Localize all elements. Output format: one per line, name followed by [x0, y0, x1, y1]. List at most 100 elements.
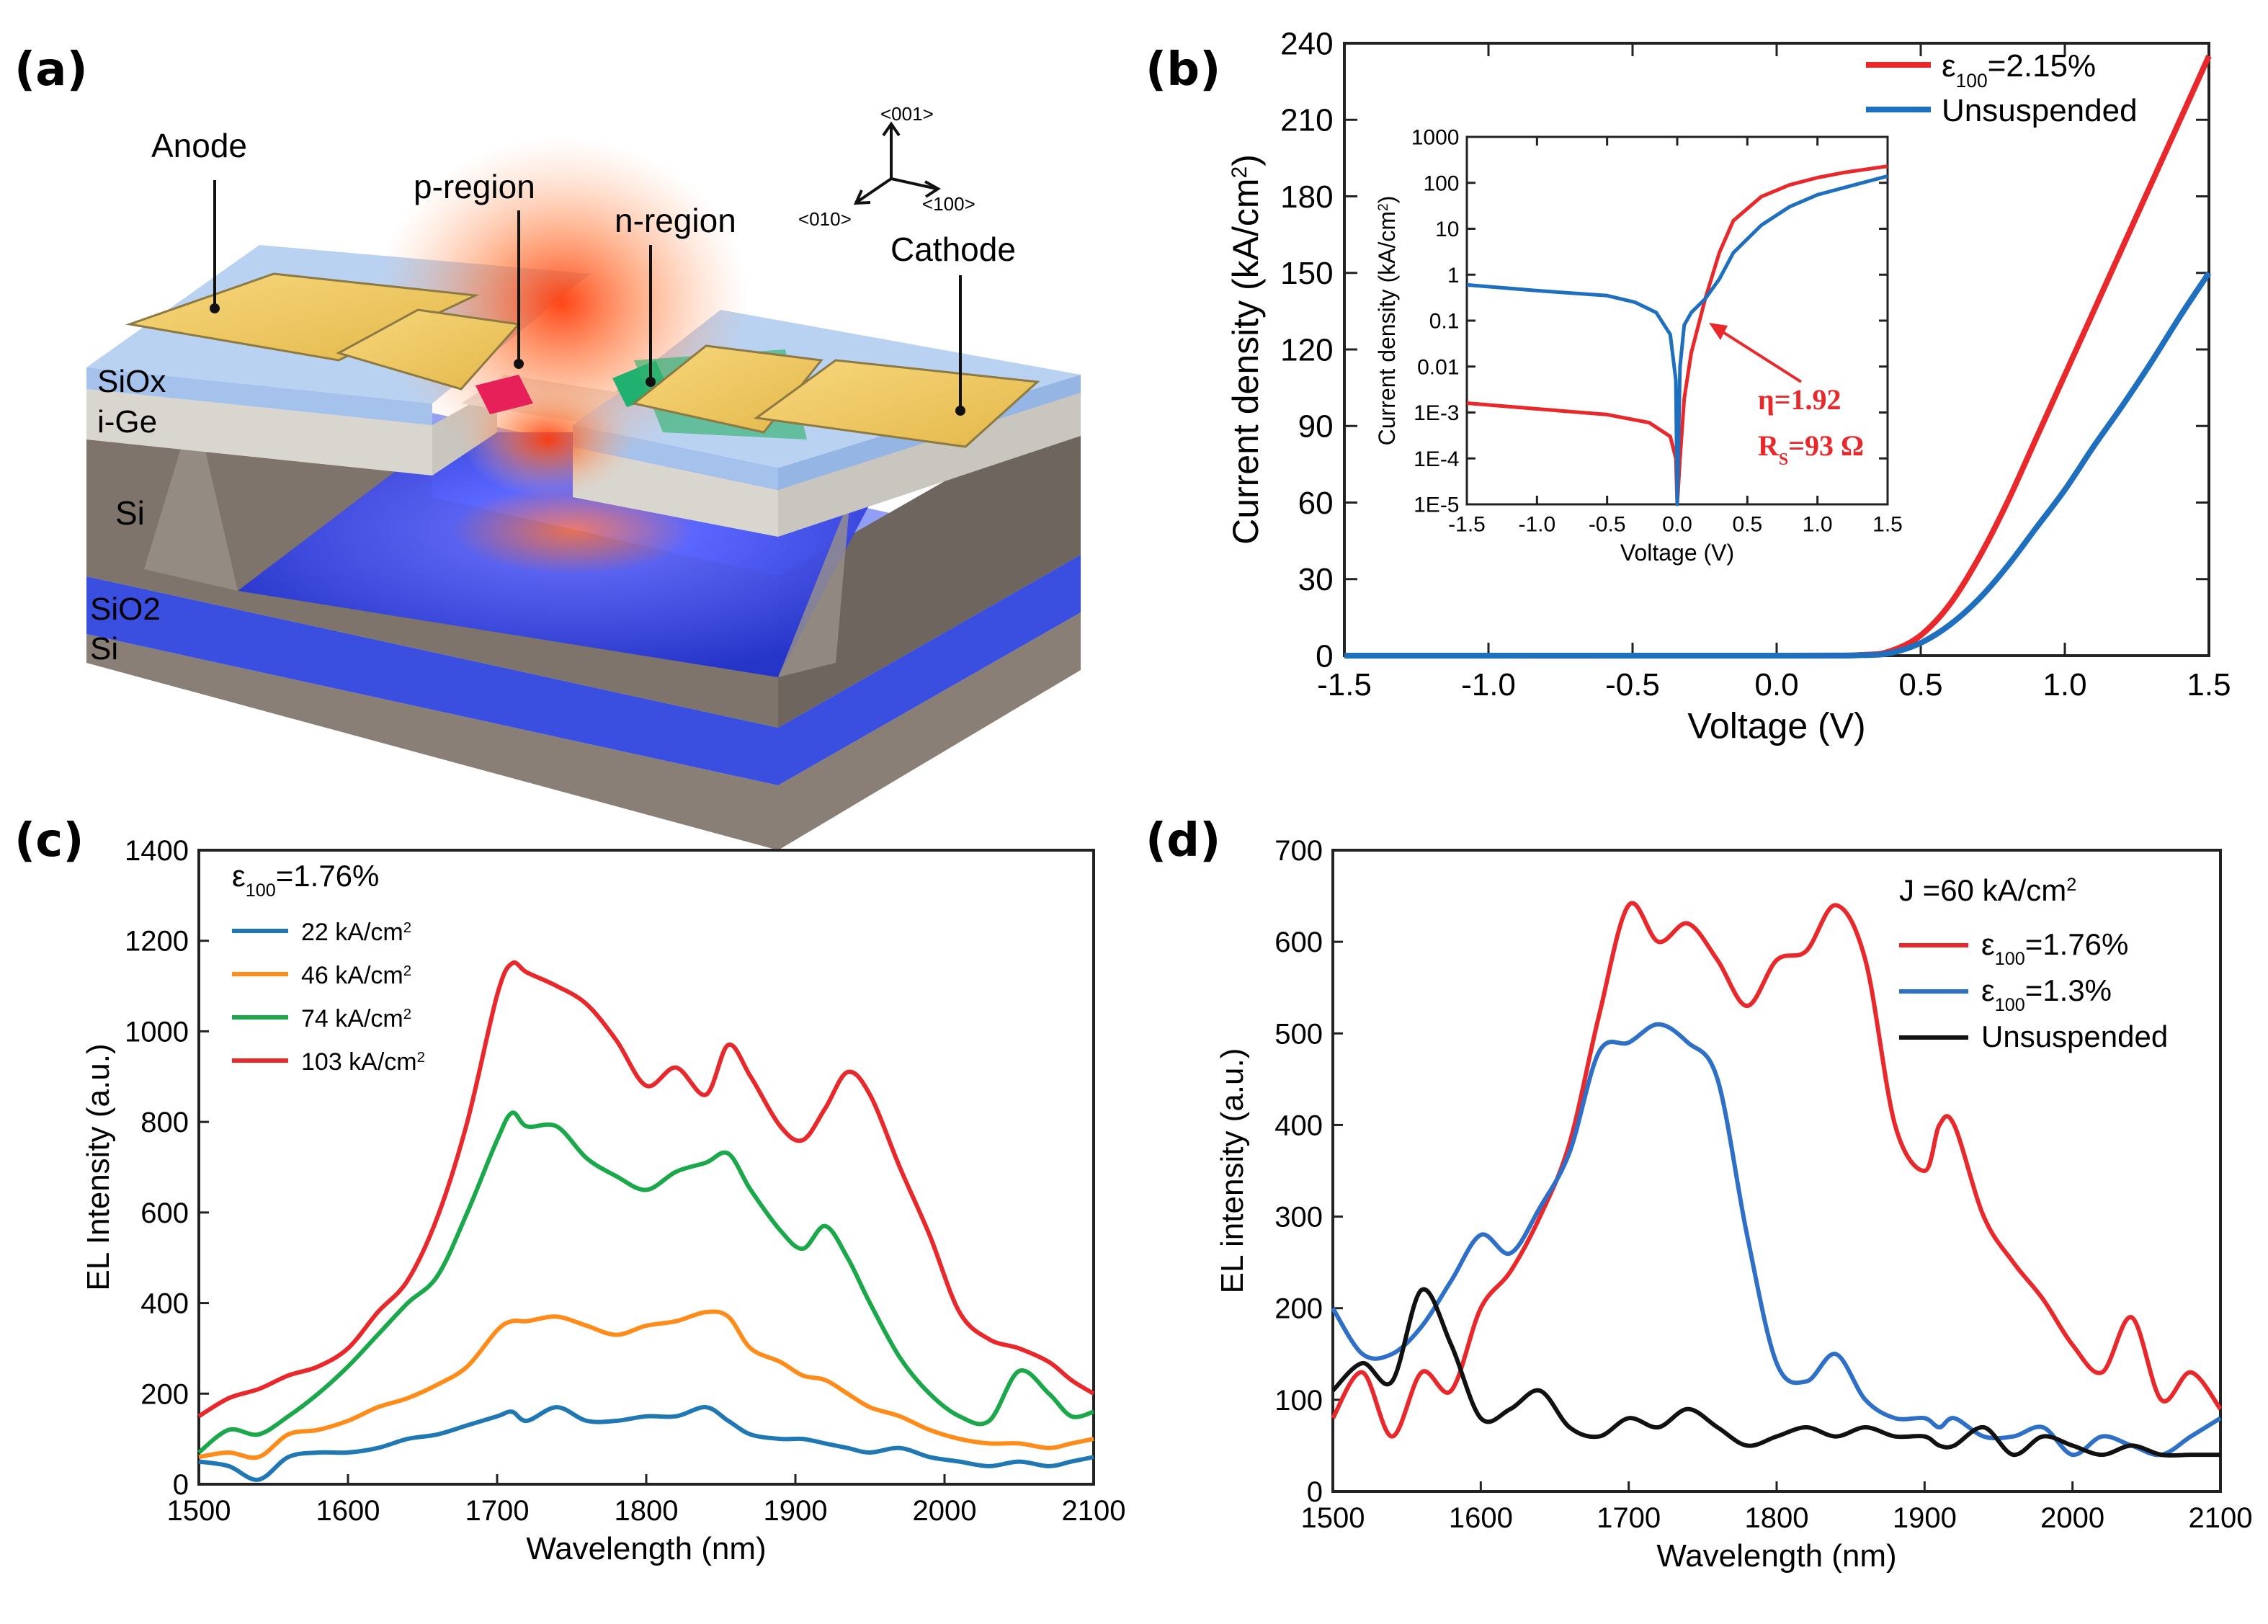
b-x-tick-label: 1.5	[2187, 667, 2231, 702]
si-bottom-label: Si	[90, 631, 118, 666]
b-inset-y-tick-label: 1E-3	[1414, 401, 1459, 425]
b-inset-y-tick-label: 1E-5	[1414, 494, 1459, 517]
b-y-tick-label: 90	[1298, 409, 1334, 445]
chart-b: -1.5 -1.0 -0.5 0.0 0.5 1.0 1.5 0 30 60 90 120 150 180…	[1225, 26, 2231, 746]
cathode-label: Cathode	[890, 231, 1016, 268]
b-y-axis-title: Current density (kA/cm2)	[1225, 154, 1266, 545]
panel-a-label: (a)	[14, 43, 88, 97]
c-y-tick-label: 200	[140, 1378, 189, 1410]
c-y-tick-label: 600	[140, 1197, 189, 1229]
b-inset-y-tick-label: 100	[1423, 171, 1459, 195]
d-x-tick-label: 2000	[2040, 1502, 2104, 1534]
d-x-tick-label: 1700	[1597, 1502, 1661, 1534]
sio2-label: SiO2	[90, 592, 161, 627]
b-x-tick-label: -1.5	[1317, 667, 1372, 702]
crystal-axes	[853, 121, 941, 205]
d-series-line-2	[1331, 1287, 2220, 1458]
p-region-label: p-region	[414, 168, 535, 205]
d-y-axis-title: EL intensity (a.u.)	[1215, 1048, 1250, 1294]
b-inset-annotation-eta: η=1.92	[1758, 383, 1841, 416]
d-y-tick-label: 400	[1274, 1110, 1323, 1141]
b-x-axis-title: Voltage (V)	[1687, 705, 1865, 746]
c-series-line-1	[198, 1309, 1094, 1460]
chart-d: 1500 1600 1700 1800 1900 2000 2100 0 100 200 300 40…	[1215, 835, 2252, 1574]
b-inset-x-tick-label: 1.0	[1803, 513, 1833, 537]
cathode-pad	[754, 359, 1040, 448]
b-y-tick-label: 120	[1280, 332, 1333, 367]
sio2-layer	[86, 555, 1081, 785]
b-inset-y-tick-label: 1E-4	[1414, 447, 1459, 471]
b-series-line-strained	[1344, 55, 2212, 659]
b-series-line-unsuspended	[1344, 271, 2212, 659]
axis-001-label: <001>	[880, 103, 934, 125]
b-y-tick-label: 60	[1298, 486, 1334, 521]
b-inset-series-line-unsuspended	[1466, 174, 1888, 507]
b-inset-x-tick-label: 0.5	[1732, 513, 1762, 537]
d-y-tick-label: 200	[1274, 1293, 1323, 1325]
d-legend-label: Unsuspended	[1981, 1020, 2168, 1053]
c-legend-label: 46 kA/cm2	[301, 962, 411, 989]
axis-100-label: <100>	[922, 193, 975, 215]
panel-b-label: (b)	[1146, 43, 1220, 97]
d-x-axis-title: Wavelength (nm)	[1656, 1538, 1896, 1574]
d-x-tick-label: 2100	[2189, 1502, 2253, 1534]
b-y-tick-label: 30	[1298, 562, 1334, 597]
c-y-tick-label: 1200	[125, 926, 189, 958]
b-inset-y-axis-title: Current density (kA/cm2)	[1374, 196, 1400, 446]
c-legend-label: 74 kA/cm2	[301, 1005, 411, 1032]
b-x-tick-label: 1.0	[2042, 667, 2086, 702]
c-y-tick-label: 0	[173, 1469, 189, 1501]
c-x-tick-label: 2100	[1062, 1495, 1126, 1527]
c-series-line-2	[197, 1110, 1094, 1455]
anode-label: Anode	[151, 127, 247, 164]
b-inset-annotation-arrowhead	[1709, 323, 1728, 340]
panel-d-label: (d)	[1146, 814, 1220, 867]
c-x-tick-label: 1800	[615, 1495, 679, 1527]
d-x-tick-label: 1500	[1301, 1502, 1365, 1534]
d-series-line-0	[1331, 901, 2223, 1439]
d-x-tick-label: 1600	[1449, 1502, 1513, 1534]
d-y-tick-label: 0	[1307, 1476, 1323, 1508]
c-legend-title: ε100=1.76%	[232, 859, 379, 901]
b-y-tick-label: 210	[1280, 103, 1333, 138]
si-top-label: Si	[115, 494, 145, 532]
ige-label: i-Ge	[97, 404, 157, 440]
b-x-tick-label: 0.5	[1898, 667, 1942, 702]
b-inset-annotation-arrow	[1720, 330, 1803, 383]
b-inset-x-tick-label: 1.5	[1872, 513, 1903, 537]
c-x-tick-label: 1700	[465, 1495, 530, 1527]
d-y-tick-label: 300	[1274, 1202, 1323, 1233]
p-region	[476, 375, 533, 414]
b-inset-y-tick-label: 0.01	[1417, 355, 1459, 379]
d-y-tick-label: 100	[1274, 1385, 1323, 1416]
c-y-tick-label: 400	[140, 1288, 189, 1320]
b-inset-x-axis-title: Voltage (V)	[1620, 540, 1734, 566]
d-y-tick-label: 500	[1274, 1018, 1323, 1050]
c-y-tick-label: 1400	[125, 835, 189, 867]
d-x-tick-label: 1800	[1745, 1502, 1809, 1534]
b-y-tick-label: 240	[1280, 26, 1333, 61]
b-inset-series-line-strained	[1466, 164, 1888, 507]
c-x-tick-label: 1500	[167, 1495, 231, 1527]
d-y-tick-label: 700	[1274, 835, 1323, 867]
c-legend-label: 103 kA/cm2	[301, 1048, 425, 1076]
chart-c: 1500 1600 1700 1800 1900 2000 2100 0 200 400 600 80…	[81, 835, 1125, 1566]
panel-c-label: (c)	[14, 814, 84, 867]
d-y-tick-label: 600	[1274, 927, 1323, 958]
c-x-tick-label: 2000	[913, 1495, 977, 1527]
d-legend-label: ε100=1.76%	[1981, 927, 2128, 969]
device-schematic: Anode p-region n-region Cathode SiOx i-G…	[86, 103, 1081, 850]
b-inset-x-tick-label: 0.0	[1662, 513, 1692, 537]
c-x-tick-label: 1600	[316, 1495, 380, 1527]
c-series-line-3	[197, 960, 1095, 1419]
b-inset-x-tick-label: -1.5	[1448, 513, 1486, 537]
c-series-line-0	[198, 1405, 1094, 1482]
c-x-tick-label: 1900	[764, 1495, 828, 1527]
b-y-tick-label: 150	[1280, 256, 1333, 291]
b-x-tick-label: -0.5	[1605, 667, 1660, 702]
b-inset-y-tick-label: 1	[1447, 264, 1460, 287]
b-inset-y-tick-label: 1000	[1411, 126, 1460, 150]
b-y-tick-label: 0	[1316, 638, 1333, 674]
c-y-axis-title: EL Intensity (a.u.)	[81, 1043, 116, 1290]
d-legend-title: J =60 kA/cm2	[1899, 873, 2076, 907]
